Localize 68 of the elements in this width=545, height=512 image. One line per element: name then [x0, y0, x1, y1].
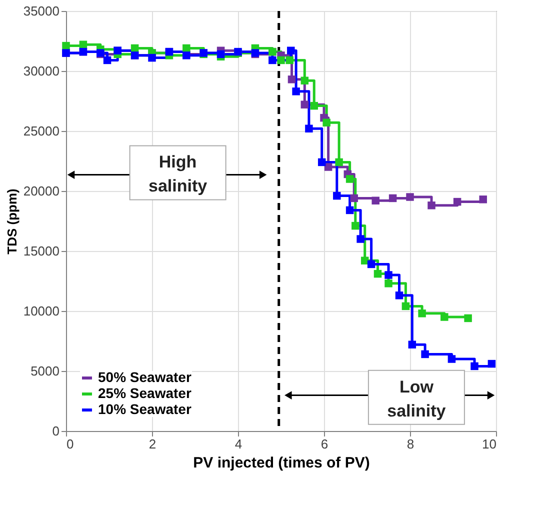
point — [356, 235, 364, 243]
point — [277, 56, 285, 64]
point — [148, 54, 156, 62]
x-tick-label: 8 — [406, 436, 414, 452]
point — [300, 76, 309, 84]
x-tick-label: 4 — [234, 436, 242, 452]
point — [216, 50, 225, 58]
y-tick-label: 10000 — [23, 304, 60, 318]
x-tick-label: 0 — [66, 436, 74, 452]
point — [384, 271, 392, 279]
point — [470, 362, 478, 370]
point — [62, 42, 70, 50]
annotation: Low salinity — [387, 377, 446, 420]
point — [346, 206, 354, 214]
y-tick-label: 20000 — [23, 184, 60, 198]
point — [333, 192, 341, 200]
point — [388, 194, 397, 202]
x-tick-label: 6 — [320, 436, 328, 452]
point — [367, 260, 376, 268]
point — [103, 56, 112, 64]
annotation: High salinity — [148, 152, 208, 196]
point — [418, 310, 426, 318]
point — [488, 360, 496, 368]
point — [346, 175, 354, 183]
point — [440, 313, 448, 321]
point — [292, 88, 300, 96]
point — [182, 44, 190, 52]
point — [428, 202, 436, 210]
x-tick-label: 2 — [148, 436, 156, 452]
point — [79, 40, 88, 48]
point — [402, 302, 410, 310]
legend-label: 10% Seawater — [98, 401, 192, 417]
y-tick-label: 15000 — [23, 244, 60, 258]
y-axis-title: TDS (ppm) — [4, 188, 20, 254]
legend-label: 25% Seawater — [98, 385, 192, 401]
y-tick-label: 30000 — [23, 64, 60, 78]
point — [479, 196, 487, 204]
point — [286, 56, 294, 64]
point — [310, 102, 318, 110]
y-tick-label: 25000 — [23, 124, 60, 138]
point — [374, 270, 382, 278]
legend-label: 50% Seawater — [98, 369, 192, 385]
point — [350, 194, 358, 202]
point — [384, 280, 392, 288]
point — [305, 124, 313, 132]
point — [335, 158, 343, 166]
point — [464, 314, 472, 322]
point — [288, 76, 296, 84]
point — [287, 46, 295, 54]
y-tick-label: 0 — [52, 424, 60, 438]
point — [395, 292, 404, 300]
point — [352, 222, 360, 230]
point — [372, 196, 380, 204]
point — [453, 198, 462, 206]
point — [408, 340, 416, 348]
point — [324, 163, 332, 171]
point — [318, 158, 326, 166]
y-tick-label: 5000 — [30, 364, 60, 378]
x-axis-title: PV injected (times of PV) — [193, 454, 370, 472]
point — [421, 350, 429, 358]
point — [448, 355, 456, 363]
point — [300, 100, 309, 108]
point — [360, 256, 369, 264]
point — [322, 118, 330, 126]
point — [268, 56, 276, 64]
point — [406, 193, 414, 201]
y-tick-label: 35000 — [23, 4, 60, 18]
x-tick-label: 10 — [482, 436, 496, 452]
